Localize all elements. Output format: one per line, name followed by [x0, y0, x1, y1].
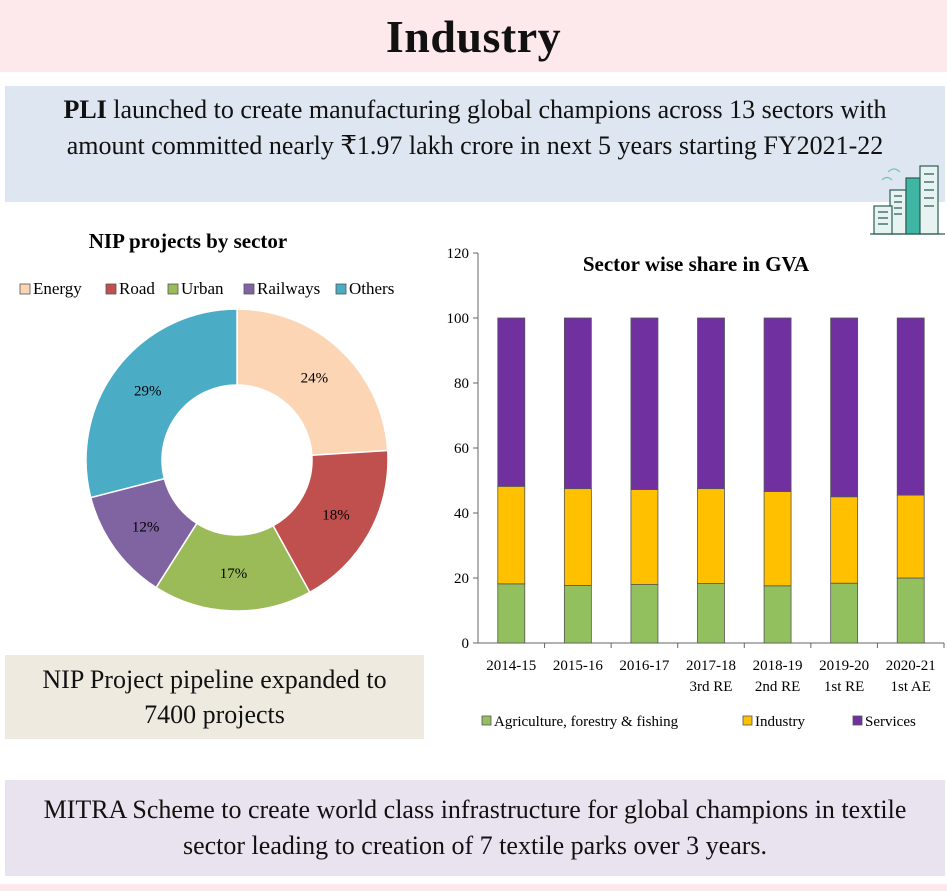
bar-segment-industry — [497, 485, 526, 585]
mitra-box: MITRA Scheme to create world class infra… — [5, 780, 945, 876]
y-tick-label: 20 — [454, 571, 469, 587]
nip-box: NIP Project pipeline expanded to 7400 pr… — [5, 655, 424, 739]
bar-segment-agriculture — [563, 585, 592, 644]
x-tick-label: 2016-17 — [619, 658, 669, 674]
bar-legend-swatch — [852, 715, 863, 726]
bar-segment-industry — [630, 489, 659, 585]
x-tick-label: 2014-15 — [486, 658, 536, 674]
bar-segment-industry — [896, 494, 925, 579]
bar-segment-services — [563, 317, 592, 490]
bottom-strip — [0, 884, 947, 891]
bar-legend-label: Industry — [755, 714, 805, 730]
bar-segment-industry — [830, 496, 859, 584]
y-tick-label: 80 — [454, 376, 469, 392]
bar-segment-services — [497, 317, 526, 487]
x-tick-label: 2019-20 — [819, 658, 869, 674]
y-tick-label: 120 — [447, 246, 470, 262]
x-tick-sublabel: 1st AE — [890, 679, 930, 695]
pie-title: NIP projects by sector — [89, 229, 288, 253]
bar-legend-label: Agriculture, forestry & fishing — [494, 714, 679, 730]
x-tick-label: 2015-16 — [553, 658, 603, 674]
y-tick-label: 40 — [454, 506, 469, 522]
y-tick-label: 60 — [454, 441, 469, 457]
bar-segment-services — [697, 317, 725, 490]
pie-legend-label-others: Others — [349, 279, 394, 298]
pie-legend-label-railways: Railways — [257, 279, 320, 298]
pie-value-label-road: 18% — [322, 507, 350, 523]
x-tick-sublabel: 3rd RE — [690, 679, 733, 695]
bar-segment-industry — [563, 488, 592, 586]
pli-text: launched to create manufacturing global … — [66, 95, 887, 160]
pie-value-label-urban: 17% — [220, 566, 248, 582]
bar-title: Sector wise share in GVA — [583, 252, 810, 276]
bar-chart: Sector wise share in GVA 0 20 40 60 80 100 120… — [447, 246, 945, 730]
y-tick-label: 0 — [462, 636, 470, 652]
nip-text: NIP Project pipeline expanded to 7400 pr… — [42, 665, 387, 729]
mitra-text: MITRA Scheme to create world class infra… — [43, 795, 907, 860]
pie-value-label-railways: 12% — [132, 519, 160, 535]
bar-segment-agriculture — [497, 583, 526, 644]
page-title: Industry — [385, 10, 562, 62]
bar-legend-swatch — [481, 715, 492, 726]
x-tick-label: 2018-19 — [753, 658, 803, 674]
y-tick-label: 100 — [447, 311, 470, 327]
pie-value-label-others: 29% — [134, 384, 162, 400]
title-bar: Industry — [0, 0, 947, 72]
bar-segment-industry — [763, 491, 792, 587]
pie-legend-swatch-energy — [19, 283, 31, 295]
pli-box: PLI launched to create manufacturing glo… — [5, 86, 945, 202]
x-tick-sublabel: 1st RE — [824, 679, 864, 695]
bar-segment-agriculture — [697, 583, 725, 644]
pie-legend-swatch-railways — [243, 283, 255, 295]
pie-slice-road — [272, 449, 389, 594]
bar-segment-services — [763, 317, 792, 492]
bar-segment-services — [896, 317, 925, 496]
x-tick-label: 2017-18 — [686, 658, 736, 674]
pie-chart: NIP projects by sector Energy Road Urban Ra… — [19, 229, 394, 612]
bar-segment-industry — [697, 488, 725, 584]
bar-segment-services — [830, 317, 859, 498]
bar-segment-services — [630, 317, 659, 491]
buildings-icon — [870, 165, 945, 235]
x-tick-label: 2020-21 — [886, 658, 936, 674]
bar-segment-agriculture — [830, 582, 859, 644]
pie-legend-swatch-others — [335, 283, 347, 295]
bar-segment-agriculture — [896, 577, 925, 644]
pie-legend-swatch-road — [105, 283, 117, 295]
pie-slice-others — [85, 308, 238, 499]
pie-legend-swatch-urban — [167, 283, 179, 295]
pie-value-label-energy: 24% — [301, 371, 329, 387]
bar-segment-agriculture — [630, 584, 659, 644]
pie-legend-label-urban: Urban — [181, 279, 224, 298]
pie-slice-energy — [236, 308, 389, 457]
pli-bold: PLI — [63, 95, 107, 124]
pie-legend-label-road: Road — [119, 279, 155, 298]
bar-segment-agriculture — [763, 585, 792, 644]
bar-legend-label: Services — [865, 714, 916, 730]
pie-legend-label-energy: Energy — [33, 279, 82, 298]
x-tick-sublabel: 2nd RE — [755, 679, 800, 695]
bar-legend-swatch — [742, 715, 753, 726]
